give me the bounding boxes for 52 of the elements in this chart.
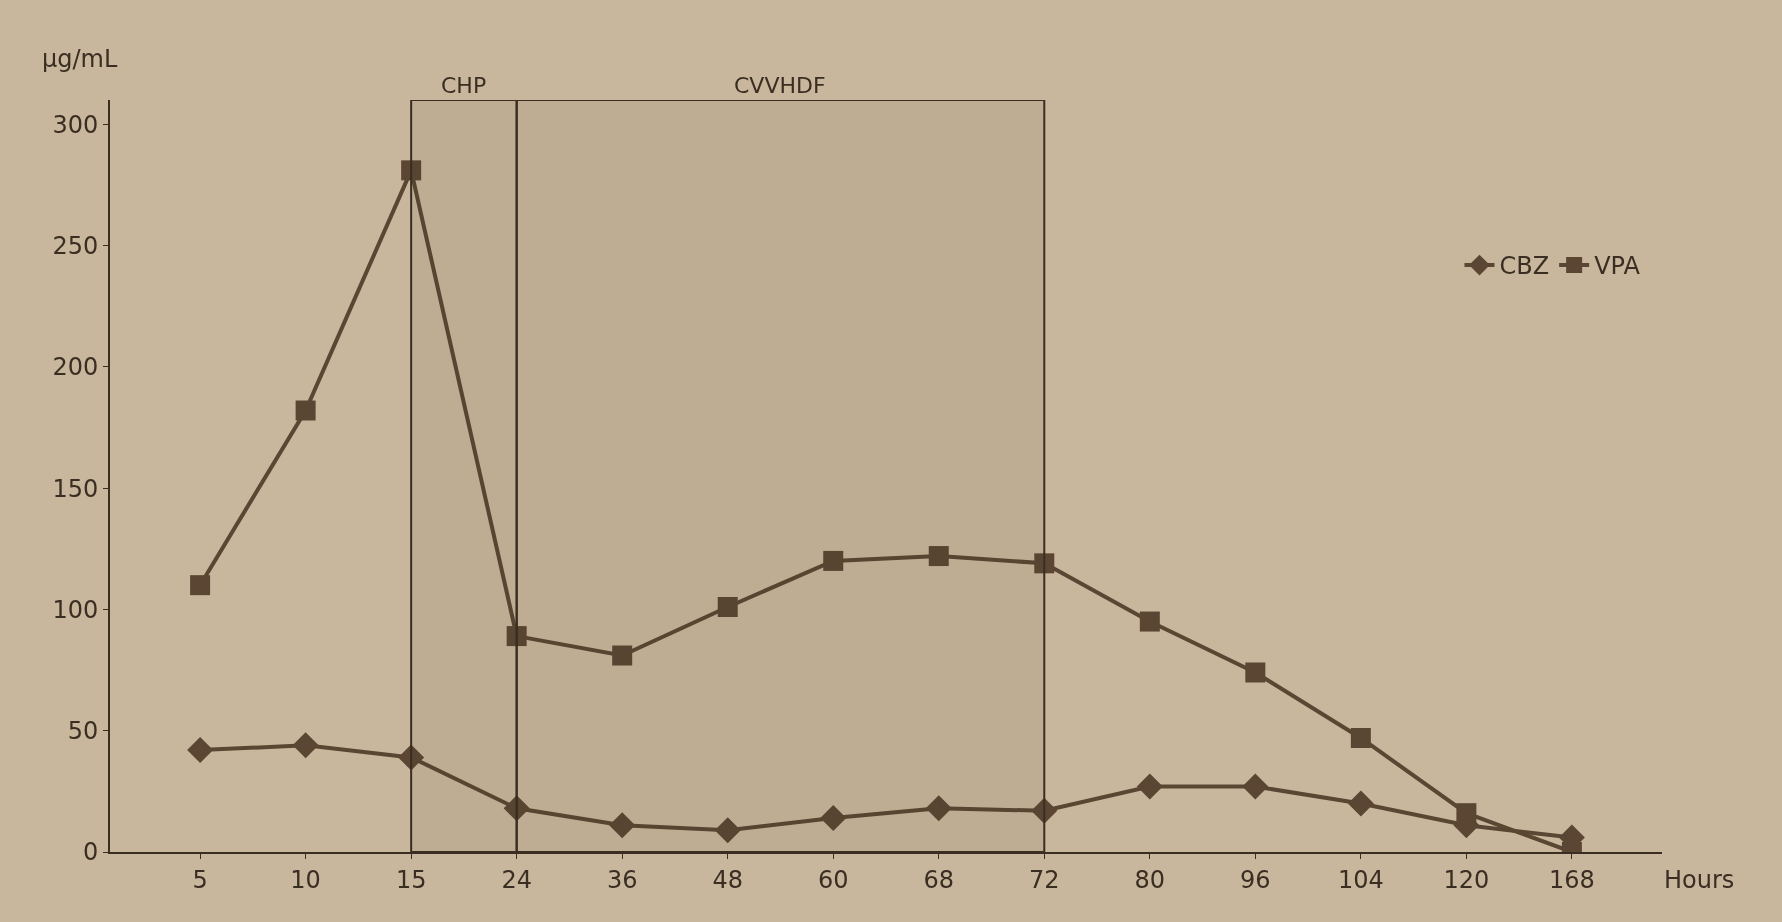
x-tick-label: 48 <box>712 865 743 894</box>
y-axis-title: µg/mL <box>42 45 118 73</box>
point <box>398 744 425 771</box>
point <box>717 596 738 617</box>
point <box>609 812 636 839</box>
y-tick-label: 50 <box>67 717 99 746</box>
point <box>190 575 211 596</box>
band-label: CHP <box>441 73 487 98</box>
y-tick-label: 200 <box>52 353 99 382</box>
point <box>503 795 530 822</box>
point <box>714 817 741 844</box>
x-tick-label: 68 <box>923 865 955 894</box>
x-tick-label: 72 <box>1029 865 1060 894</box>
point <box>925 795 952 822</box>
y-tick-label: 250 <box>52 231 99 260</box>
point <box>506 626 527 647</box>
point <box>1242 773 1269 800</box>
x-tick-label: 120 <box>1443 865 1490 894</box>
legend-label: CBZ <box>1499 252 1550 281</box>
x-axis-title: Hours <box>1664 866 1735 894</box>
point <box>401 160 422 181</box>
x-tick-label: 104 <box>1337 865 1384 894</box>
x-tick-label: 10 <box>290 865 321 894</box>
point <box>187 737 214 764</box>
x-tick-label: 15 <box>395 865 427 894</box>
x-tick-label: 5 <box>192 865 208 894</box>
x-tick-label: 80 <box>1134 865 1166 894</box>
x-tick-label: 24 <box>501 865 532 894</box>
y-tick-label: 0 <box>82 838 99 867</box>
point <box>292 732 319 759</box>
x-tick-label: 168 <box>1548 865 1595 894</box>
point <box>295 400 316 421</box>
point <box>1350 727 1371 748</box>
y-tick-label: 100 <box>52 595 99 624</box>
point <box>823 550 844 571</box>
y-tick-label: 150 <box>52 474 99 503</box>
point <box>1347 790 1374 817</box>
point <box>928 546 949 567</box>
x-tick-label: 60 <box>817 865 849 894</box>
point <box>1034 553 1055 574</box>
point <box>1245 662 1266 683</box>
x-tick-label: 96 <box>1240 865 1271 894</box>
point <box>612 645 633 666</box>
legend-label: VPA <box>1594 252 1641 281</box>
band-label: CVVHDF <box>734 73 826 98</box>
point <box>820 805 847 832</box>
y-tick-label: 300 <box>52 110 99 139</box>
point <box>1139 611 1160 632</box>
point <box>1031 797 1058 824</box>
x-tick-label: 36 <box>606 865 638 894</box>
point <box>1136 773 1163 800</box>
point <box>1456 803 1477 824</box>
